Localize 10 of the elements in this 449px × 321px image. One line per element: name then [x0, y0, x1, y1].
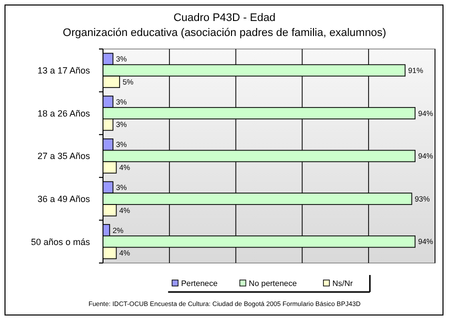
legend-label: Ns/Nr [332, 278, 354, 288]
y-tick-label: 18 a 26 Años [37, 108, 90, 118]
chart-title: Cuadro P43D - Edad [173, 12, 276, 24]
chart-subtitle: Organización educativa (asociación padres de familia, exalumnos) [62, 27, 386, 39]
y-tick-label: 50 años o más [30, 236, 90, 247]
legend-label: No pertenece [248, 278, 298, 288]
y-tick-label: 13 a 17 Años [37, 66, 90, 76]
y-tick-label: 36 a 49 Años [37, 194, 90, 204]
legend-label: Pertenece [181, 278, 218, 288]
y-tick-label: 27 a 35 Años [37, 151, 90, 162]
